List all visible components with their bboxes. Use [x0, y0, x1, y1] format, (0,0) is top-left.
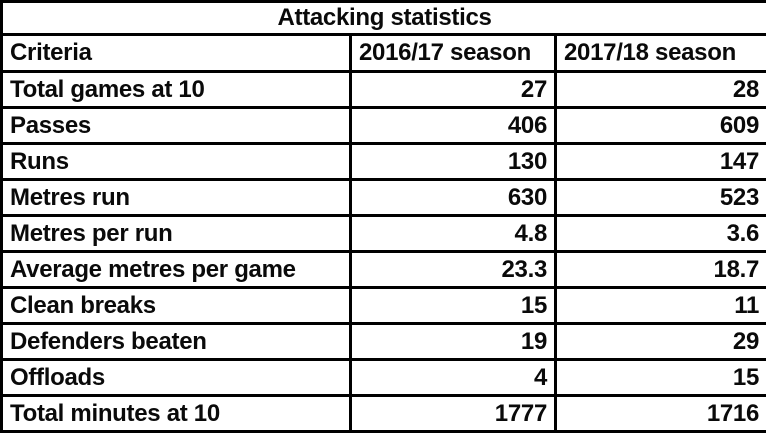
table-title-row: Attacking statistics: [2, 2, 766, 35]
criteria-cell: Defenders beaten: [2, 324, 351, 360]
table-row: Metres run 630 523: [2, 180, 766, 216]
table-row: Runs 130 147: [2, 144, 766, 180]
table-row: Defenders beaten 19 29: [2, 324, 766, 360]
value-cell-2017-18: 609: [556, 108, 766, 144]
value-cell-2017-18: 1716: [556, 396, 766, 432]
criteria-cell: Metres per run: [2, 216, 351, 252]
value-cell-2017-18: 3.6: [556, 216, 766, 252]
value-cell-2017-18: 28: [556, 72, 766, 108]
value-cell-2016-17: 4: [351, 360, 556, 396]
criteria-cell: Passes: [2, 108, 351, 144]
value-cell-2016-17: 19: [351, 324, 556, 360]
table-header-row: Criteria 2016/17 season 2017/18 season: [2, 35, 766, 72]
value-cell-2016-17: 23.3: [351, 252, 556, 288]
value-cell-2016-17: 4.8: [351, 216, 556, 252]
criteria-cell: Clean breaks: [2, 288, 351, 324]
column-header-season-2016-17: 2016/17 season: [351, 35, 556, 72]
value-cell-2017-18: 147: [556, 144, 766, 180]
value-cell-2016-17: 1777: [351, 396, 556, 432]
criteria-cell: Total minutes at 10: [2, 396, 351, 432]
value-cell-2017-18: 11: [556, 288, 766, 324]
criteria-cell: Total games at 10: [2, 72, 351, 108]
value-cell-2017-18: 29: [556, 324, 766, 360]
table-row: Total games at 10 27 28: [2, 72, 766, 108]
criteria-cell: Offloads: [2, 360, 351, 396]
table-row: Total minutes at 10 1777 1716: [2, 396, 766, 432]
value-cell-2017-18: 15: [556, 360, 766, 396]
table-title: Attacking statistics: [2, 2, 766, 35]
criteria-cell: Runs: [2, 144, 351, 180]
column-header-season-2017-18: 2017/18 season: [556, 35, 766, 72]
table-row: Average metres per game 23.3 18.7: [2, 252, 766, 288]
table-row: Metres per run 4.8 3.6: [2, 216, 766, 252]
criteria-cell: Average metres per game: [2, 252, 351, 288]
value-cell-2016-17: 15: [351, 288, 556, 324]
value-cell-2017-18: 523: [556, 180, 766, 216]
table-row: Clean breaks 15 11: [2, 288, 766, 324]
value-cell-2016-17: 406: [351, 108, 556, 144]
criteria-cell: Metres run: [2, 180, 351, 216]
value-cell-2016-17: 630: [351, 180, 556, 216]
column-header-criteria: Criteria: [2, 35, 351, 72]
table-row: Passes 406 609: [2, 108, 766, 144]
value-cell-2017-18: 18.7: [556, 252, 766, 288]
value-cell-2016-17: 130: [351, 144, 556, 180]
value-cell-2016-17: 27: [351, 72, 556, 108]
table-row: Offloads 4 15: [2, 360, 766, 396]
